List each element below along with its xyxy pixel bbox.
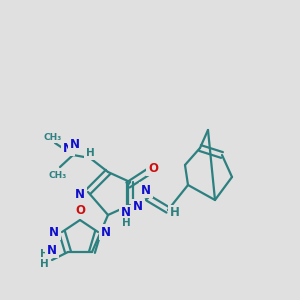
Text: N: N	[75, 188, 85, 200]
Text: N: N	[47, 244, 57, 256]
Text: N: N	[121, 206, 131, 220]
Text: N: N	[133, 200, 143, 214]
Text: N: N	[63, 142, 73, 154]
Text: N: N	[101, 226, 111, 238]
Text: O: O	[75, 205, 85, 218]
Text: H: H	[40, 259, 48, 269]
Text: N: N	[141, 184, 151, 196]
Text: CH₃: CH₃	[49, 170, 67, 179]
Text: H: H	[122, 218, 130, 228]
Text: O: O	[148, 161, 158, 175]
Text: H: H	[170, 206, 180, 220]
Text: CH₃: CH₃	[44, 133, 62, 142]
Text: H: H	[85, 148, 94, 158]
Text: N: N	[70, 139, 80, 152]
Text: N: N	[49, 226, 59, 238]
Text: H: H	[40, 249, 48, 259]
